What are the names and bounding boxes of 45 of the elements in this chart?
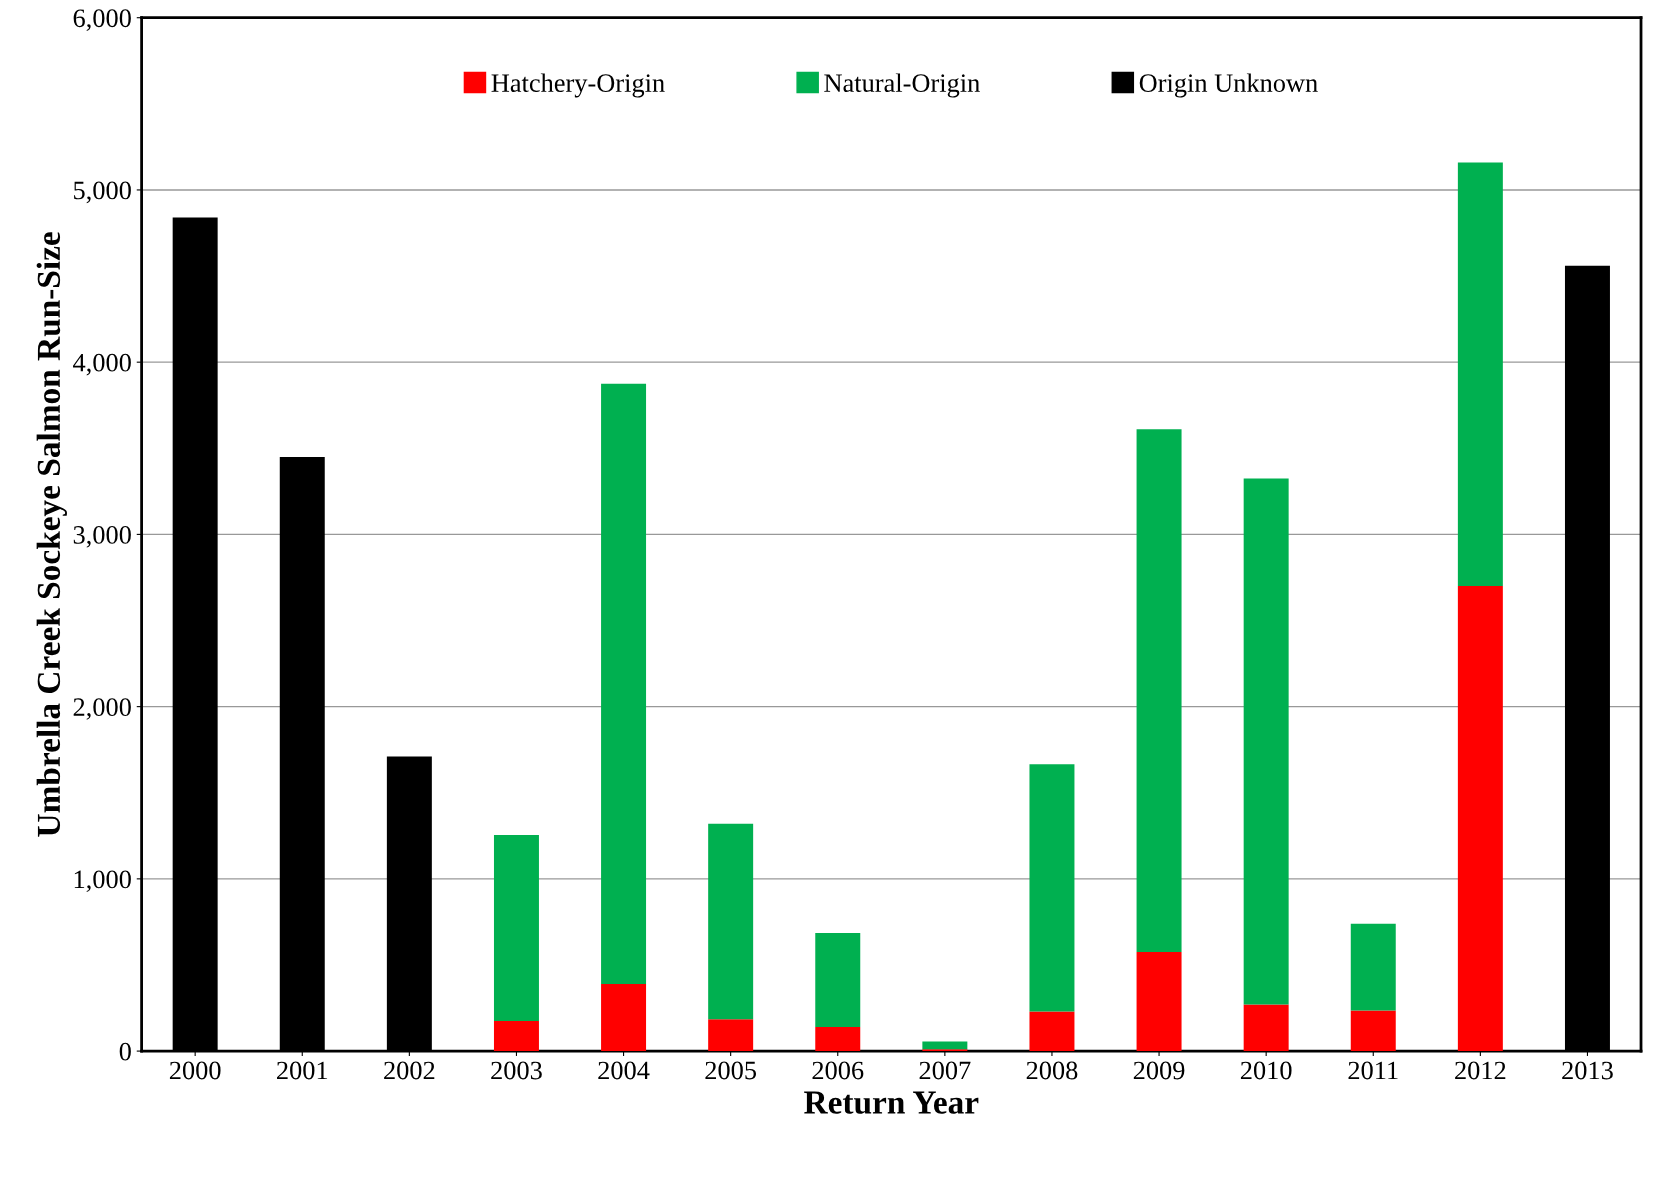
y-tick-label: 1,000 — [74, 870, 131, 893]
bar — [1243, 478, 1289, 1005]
bar — [1029, 764, 1075, 1012]
x-tick-label: 2013 — [1562, 1061, 1613, 1080]
x-tick-label: 2003 — [491, 1061, 542, 1080]
x-tick-label: 2002 — [384, 1061, 435, 1080]
x-tick-label: 2008 — [1026, 1061, 1078, 1080]
x-tick-label: 2010 — [1240, 1061, 1292, 1080]
bar — [601, 383, 647, 984]
bar — [1136, 429, 1182, 953]
y-tick-label: 6,000 — [73, 9, 131, 31]
bar — [493, 834, 539, 1021]
bar — [1350, 923, 1396, 1011]
x-tick-label: 2011 — [1348, 1061, 1398, 1080]
bar — [815, 933, 861, 1027]
bar — [815, 1026, 861, 1052]
bar — [708, 823, 754, 1020]
bar — [708, 1019, 754, 1052]
legend-label: Hatchery-Origin — [491, 73, 665, 98]
x-tick-label: 2009 — [1133, 1061, 1185, 1080]
bar — [1457, 586, 1503, 1052]
bar — [493, 1020, 539, 1052]
legend-label: Natural-Origin — [824, 73, 980, 98]
bar — [922, 1041, 968, 1050]
bar — [1243, 1004, 1289, 1052]
bar — [1457, 162, 1503, 587]
x-tick-label: 2005 — [705, 1061, 757, 1080]
y-tick-label: 3,000 — [73, 526, 131, 548]
x-tick-label: 2006 — [812, 1061, 864, 1080]
x-tick-label: 2004 — [598, 1061, 650, 1080]
y-tick-label: 4,000 — [73, 353, 131, 376]
bar — [1136, 952, 1182, 1052]
y-tick-label: 0 — [119, 1042, 131, 1061]
legend-label: Origin Unknown — [1139, 73, 1318, 98]
x-axis-title: Return Year — [804, 1091, 979, 1114]
x-tick-label: 2000 — [169, 1061, 221, 1080]
bar — [1350, 1010, 1396, 1052]
bar — [601, 983, 647, 1052]
x-tick-label: 2007 — [919, 1061, 971, 1080]
y-tick-label: 5,000 — [74, 181, 131, 204]
x-tick-label: 2001 — [277, 1061, 328, 1080]
x-tick-label: 2012 — [1455, 1061, 1506, 1080]
y-axis-title: Umbrella Creek Sockeye Salmon Run-Size — [36, 232, 67, 837]
bar — [1029, 1011, 1075, 1052]
y-tick-label: 2,000 — [73, 698, 131, 720]
